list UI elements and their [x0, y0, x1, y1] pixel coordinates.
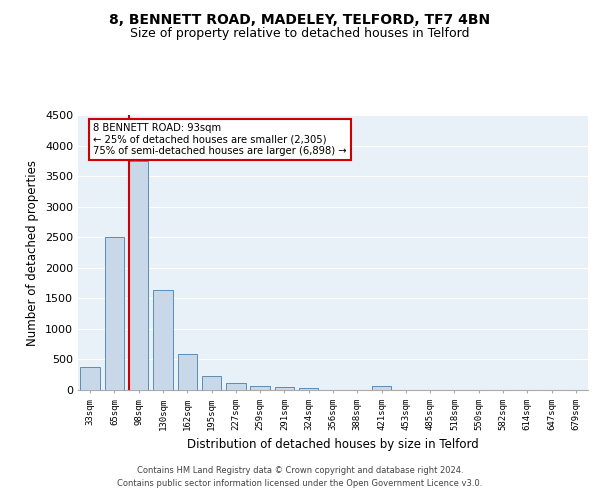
Bar: [202, 376, 221, 390]
Bar: [105, 237, 124, 390]
Text: 8 BENNETT ROAD: 93sqm
← 25% of detached houses are smaller (2,305)
75% of semi-d: 8 BENNETT ROAD: 93sqm ← 25% of detached …: [94, 123, 347, 156]
Y-axis label: Number of detached properties: Number of detached properties: [26, 160, 40, 346]
Bar: [129, 161, 148, 390]
Bar: [153, 290, 173, 390]
Bar: [250, 386, 270, 390]
Text: 8, BENNETT ROAD, MADELEY, TELFORD, TF7 4BN: 8, BENNETT ROAD, MADELEY, TELFORD, TF7 4…: [109, 12, 491, 26]
X-axis label: Distribution of detached houses by size in Telford: Distribution of detached houses by size …: [187, 438, 479, 451]
Bar: [178, 354, 197, 390]
Bar: [80, 368, 100, 390]
Bar: [275, 387, 294, 390]
Text: Contains HM Land Registry data © Crown copyright and database right 2024.
Contai: Contains HM Land Registry data © Crown c…: [118, 466, 482, 487]
Bar: [299, 388, 319, 390]
Text: Size of property relative to detached houses in Telford: Size of property relative to detached ho…: [130, 28, 470, 40]
Bar: [226, 384, 245, 390]
Bar: [372, 386, 391, 390]
